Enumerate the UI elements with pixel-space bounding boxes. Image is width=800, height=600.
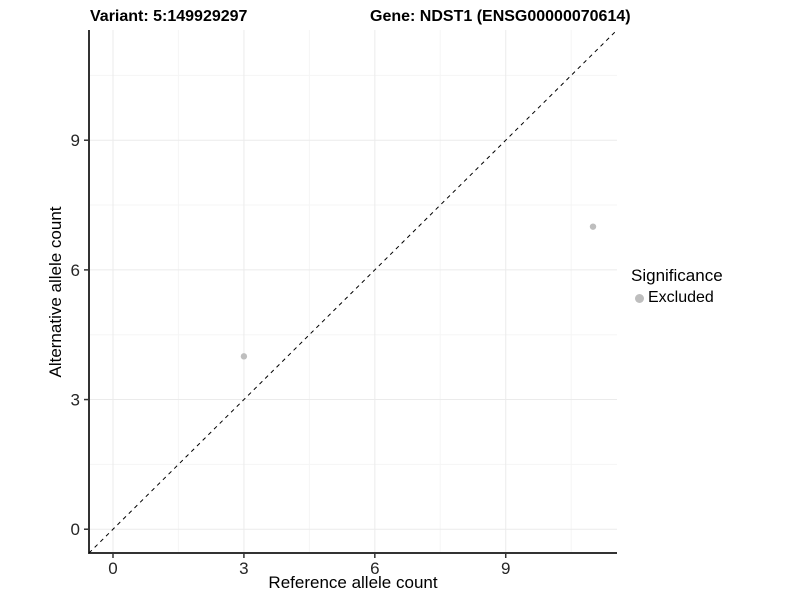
x-tick-label: 9 (501, 559, 510, 578)
legend-point-icon (635, 293, 644, 303)
plot-title-gene: Gene: NDST1 (ENSG00000070614) (370, 8, 631, 25)
y-tick-label: 3 (71, 391, 80, 410)
x-tick-label: 0 (108, 559, 117, 578)
data-point (589, 223, 597, 230)
x-tick-label: 3 (239, 559, 248, 578)
legend-entry: Excluded (635, 289, 723, 307)
y-tick-label: 0 (71, 520, 80, 539)
plot-title-variant: Variant: 5:149929297 (90, 8, 248, 25)
y-tick-label: 6 (71, 261, 80, 280)
identity-line (88, 29, 618, 554)
y-axis-title: Alternative allele count (46, 206, 65, 378)
y-tick-label: 9 (71, 131, 80, 150)
x-tick-label: 6 (370, 559, 379, 578)
data-point (240, 353, 248, 360)
x-axis-title: Reference allele count (268, 573, 438, 592)
legend-entry-label: Excluded (648, 289, 714, 306)
legend: Significance Excluded (631, 266, 723, 307)
legend-title: Significance (631, 266, 723, 285)
